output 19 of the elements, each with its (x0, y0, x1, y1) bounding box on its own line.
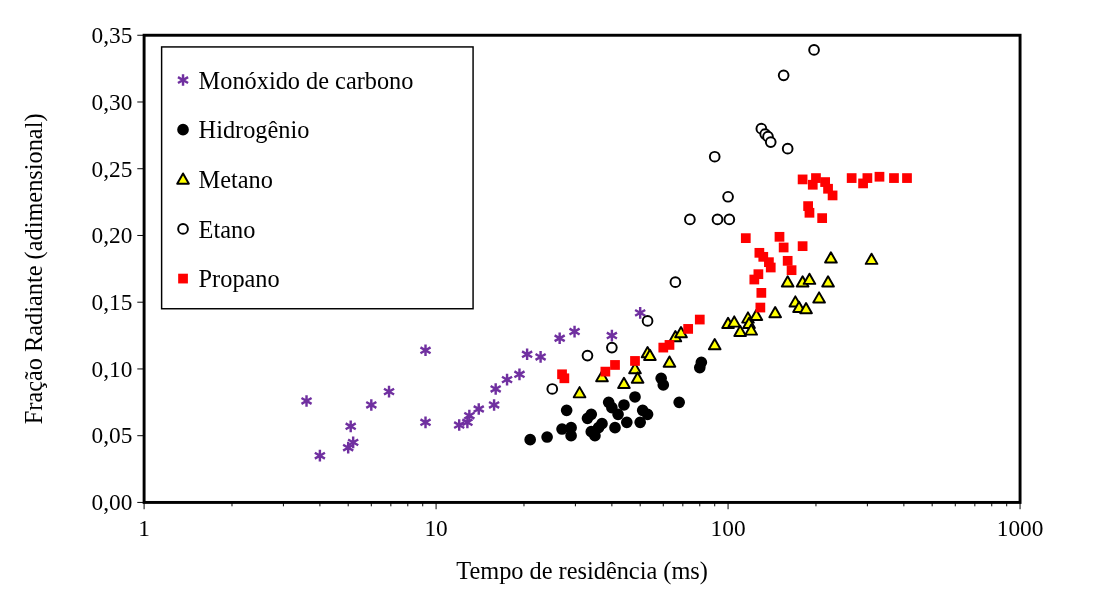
x-tick-label: 1000 (996, 514, 1044, 541)
legend-label: Hidrogênio (198, 116, 310, 144)
x-tick-label: 1 (138, 514, 150, 541)
x-tick-label: 100 (710, 514, 746, 541)
y-tick-label: 0,15 (91, 289, 133, 315)
y-tick-label: 0,30 (91, 88, 133, 115)
x-tick-label: 10 (424, 514, 448, 541)
legend-label: Metano (198, 166, 273, 194)
y-tick-label: 0,35 (91, 22, 133, 49)
y-tick-label: 0,00 (91, 489, 133, 516)
x-axis-title: Tempo de residência (ms) (456, 557, 708, 586)
y-axis-title: Fração Radiante (adimensional) (19, 113, 48, 425)
legend-label: Propano (198, 265, 280, 293)
y-tick-label: 0,10 (91, 355, 133, 382)
y-tick-label: 0,05 (91, 422, 133, 449)
y-tick-label: 0,25 (91, 155, 133, 182)
legend-label: Monóxido de carbono (198, 66, 414, 94)
legend-label: Etano (198, 215, 256, 243)
y-tick-label: 0,20 (91, 222, 133, 249)
